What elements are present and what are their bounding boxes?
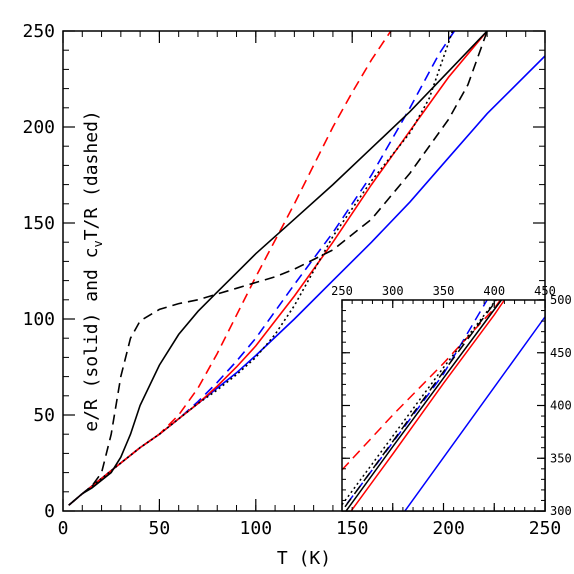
- main-x-tick-label: 150: [336, 518, 369, 539]
- inset-series-black-solid: [345, 300, 503, 511]
- inset-y-tick-label: 350: [550, 451, 572, 465]
- main-series-black-dotted: [68, 31, 454, 506]
- inset-x-tick-label: 450: [534, 284, 556, 298]
- inset-series-black-dashed: [344, 300, 497, 508]
- inset-series-black-dotted: [342, 300, 497, 506]
- main-series-black-dashed: [68, 31, 488, 506]
- inset-y-tick-label: 450: [550, 346, 572, 360]
- inset-plot-series: [342, 300, 545, 511]
- main-x-tick-label: 50: [149, 518, 171, 539]
- main-x-tick-label: 100: [240, 518, 273, 539]
- main-y-tick-label: 150: [22, 213, 55, 234]
- inset-axis-ticks: [341, 299, 546, 512]
- x-axis-label: T (K): [277, 548, 331, 569]
- main-axis-tick-labels: 0 50 100 150 200 250 0 50 100 150 200 250: [22, 21, 561, 539]
- inset-series-blue-dashed: [346, 300, 488, 505]
- main-y-tick-label: 100: [22, 309, 55, 330]
- main-y-tick-label: 0: [44, 501, 55, 522]
- main-x-tick-label: 250: [529, 518, 562, 539]
- main-y-tick-label: 200: [22, 117, 55, 138]
- main-plot-series: [68, 31, 545, 506]
- y-axis-label-subscript: v: [91, 240, 105, 247]
- inset-y-tick-label: 400: [550, 399, 572, 413]
- inset-y-tick-label: 300: [550, 504, 572, 518]
- main-x-tick-label: 0: [58, 518, 69, 539]
- inset-series-blue-solid: [404, 316, 545, 511]
- main-series-black-solid: [68, 31, 488, 506]
- inset-x-tick-label: 250: [331, 284, 353, 298]
- inset-x-tick-label: 300: [382, 284, 404, 298]
- inset-series-red-solid: [350, 300, 506, 511]
- inset-x-tick-label: 350: [433, 284, 455, 298]
- inset-background: [342, 300, 545, 511]
- y-axis-label-part1: e/R (solid) and c: [81, 248, 102, 432]
- inset-y-tick-label: 500: [550, 293, 572, 307]
- main-x-tick-label: 200: [432, 518, 465, 539]
- main-series-blue-dashed: [68, 31, 456, 506]
- y-axis-label: e/R (solid) and cvT/R (dashed): [81, 110, 105, 432]
- main-plot-frame: [62, 30, 546, 512]
- main-y-tick-label: 250: [22, 21, 55, 42]
- inset-x-tick-label: 400: [483, 284, 505, 298]
- y-axis-label-part2: T/R (dashed): [81, 110, 102, 240]
- main-y-tick-label: 50: [33, 405, 55, 426]
